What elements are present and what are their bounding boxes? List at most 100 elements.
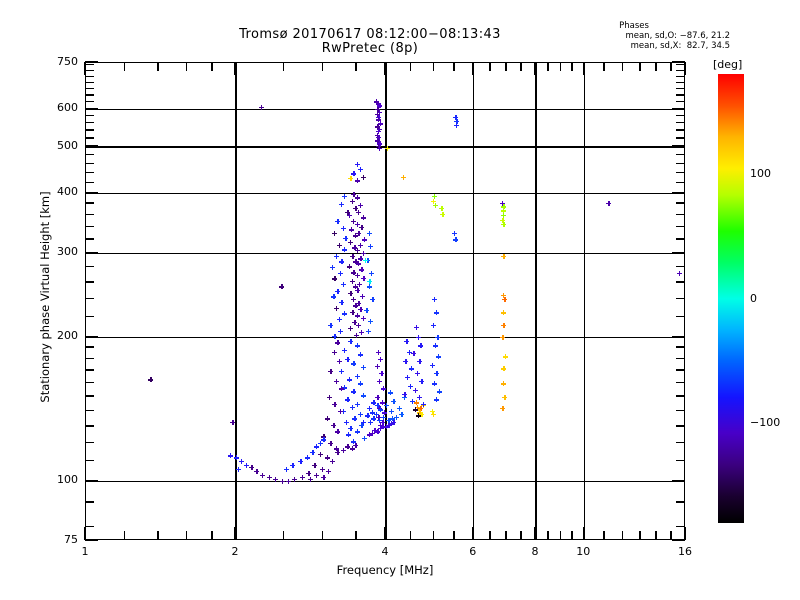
y-tick-minor-right [676, 75, 685, 77]
x-tick-minor [655, 62, 657, 71]
data-point [429, 408, 435, 414]
data-point [326, 394, 332, 400]
data-point [366, 328, 372, 334]
data-point [336, 359, 342, 365]
y-tick-minor-right [676, 425, 685, 427]
data-point [378, 425, 384, 431]
data-point [361, 237, 367, 243]
data-point [338, 386, 344, 392]
data-point [335, 449, 341, 455]
x-tick-minor-bottom [453, 531, 455, 540]
gridline-horizontal [86, 192, 684, 195]
x-tick-label: 8 [531, 545, 539, 558]
data-point [366, 230, 372, 236]
data-point [357, 352, 363, 358]
data-point [352, 233, 358, 239]
data-point [391, 419, 397, 425]
data-point [401, 394, 407, 400]
y-tick-minor-right [676, 129, 685, 131]
x-tick-major [384, 62, 386, 75]
data-point [228, 453, 234, 459]
data-point [354, 401, 360, 407]
data-point [361, 435, 367, 441]
x-tick-major [684, 62, 686, 75]
data-point [360, 293, 366, 299]
data-point [436, 389, 442, 395]
data-point [360, 419, 366, 425]
gridline-vertical [235, 63, 237, 539]
data-point [360, 393, 366, 399]
y-tick-major-right [672, 539, 685, 541]
x-tick-label: 2 [231, 545, 239, 558]
data-point [354, 313, 360, 319]
colorbar-unit-label: [deg] [712, 58, 744, 71]
data-point [347, 377, 353, 383]
y-tick-major [85, 191, 98, 194]
data-point [348, 291, 354, 297]
data-point [354, 195, 360, 201]
data-point [254, 468, 260, 474]
x-tick-minor [670, 62, 672, 71]
data-point [349, 198, 355, 204]
data-point [360, 316, 366, 322]
x-tick-minor [282, 62, 284, 71]
data-point [357, 411, 363, 417]
data-point [347, 239, 353, 245]
data-point [341, 311, 347, 317]
x-tick-label: 6 [469, 545, 477, 558]
y-tick-minor-right [676, 121, 685, 124]
data-point [386, 418, 392, 424]
data-point [324, 416, 330, 422]
data-point [432, 343, 438, 349]
data-point [310, 449, 316, 455]
data-point [418, 405, 424, 411]
data-point [389, 416, 395, 422]
x-tick-minor-bottom [559, 531, 562, 540]
data-point [343, 236, 349, 242]
data-point [338, 201, 344, 207]
data-point [331, 349, 337, 355]
data-point [352, 416, 358, 422]
x-tick-minor-bottom [505, 531, 507, 540]
data-point [336, 242, 342, 248]
data-point [360, 215, 366, 221]
data-point [328, 322, 334, 328]
data-point [363, 257, 369, 263]
y-tick-label: 400 [57, 185, 78, 199]
data-point [375, 101, 381, 107]
y-tick-minor-right [676, 459, 685, 462]
data-point [350, 253, 356, 259]
y-tick-minor-right [676, 315, 685, 318]
data-point [376, 114, 382, 120]
y-tick-label: 500 [57, 139, 78, 153]
data-point [353, 303, 359, 309]
data-point [351, 361, 357, 367]
data-point [369, 410, 375, 416]
data-point [366, 284, 372, 290]
data-point [313, 472, 319, 478]
x-tick-minor-bottom [409, 531, 412, 540]
x-axis-title: Frequency [MHz] [336, 563, 434, 577]
x-tick-minor-bottom [547, 531, 549, 540]
data-point [351, 389, 357, 395]
data-point [340, 408, 346, 414]
data-point [317, 440, 323, 446]
data-point [354, 161, 360, 167]
data-point [341, 385, 347, 391]
data-point [331, 422, 337, 428]
data-point [353, 206, 359, 212]
y-tick-minor [85, 501, 94, 503]
y-tick-minor [85, 181, 94, 184]
data-point [375, 117, 381, 123]
y-tick-major-right [672, 479, 685, 481]
data-point [419, 411, 425, 417]
data-point [266, 474, 272, 480]
data-point [378, 422, 384, 428]
data-point [391, 398, 397, 404]
x-tick-minor [123, 62, 126, 71]
data-point [335, 288, 341, 294]
data-point [367, 278, 373, 284]
data-point [503, 354, 509, 360]
data-point [357, 282, 363, 288]
data-point [388, 408, 394, 414]
